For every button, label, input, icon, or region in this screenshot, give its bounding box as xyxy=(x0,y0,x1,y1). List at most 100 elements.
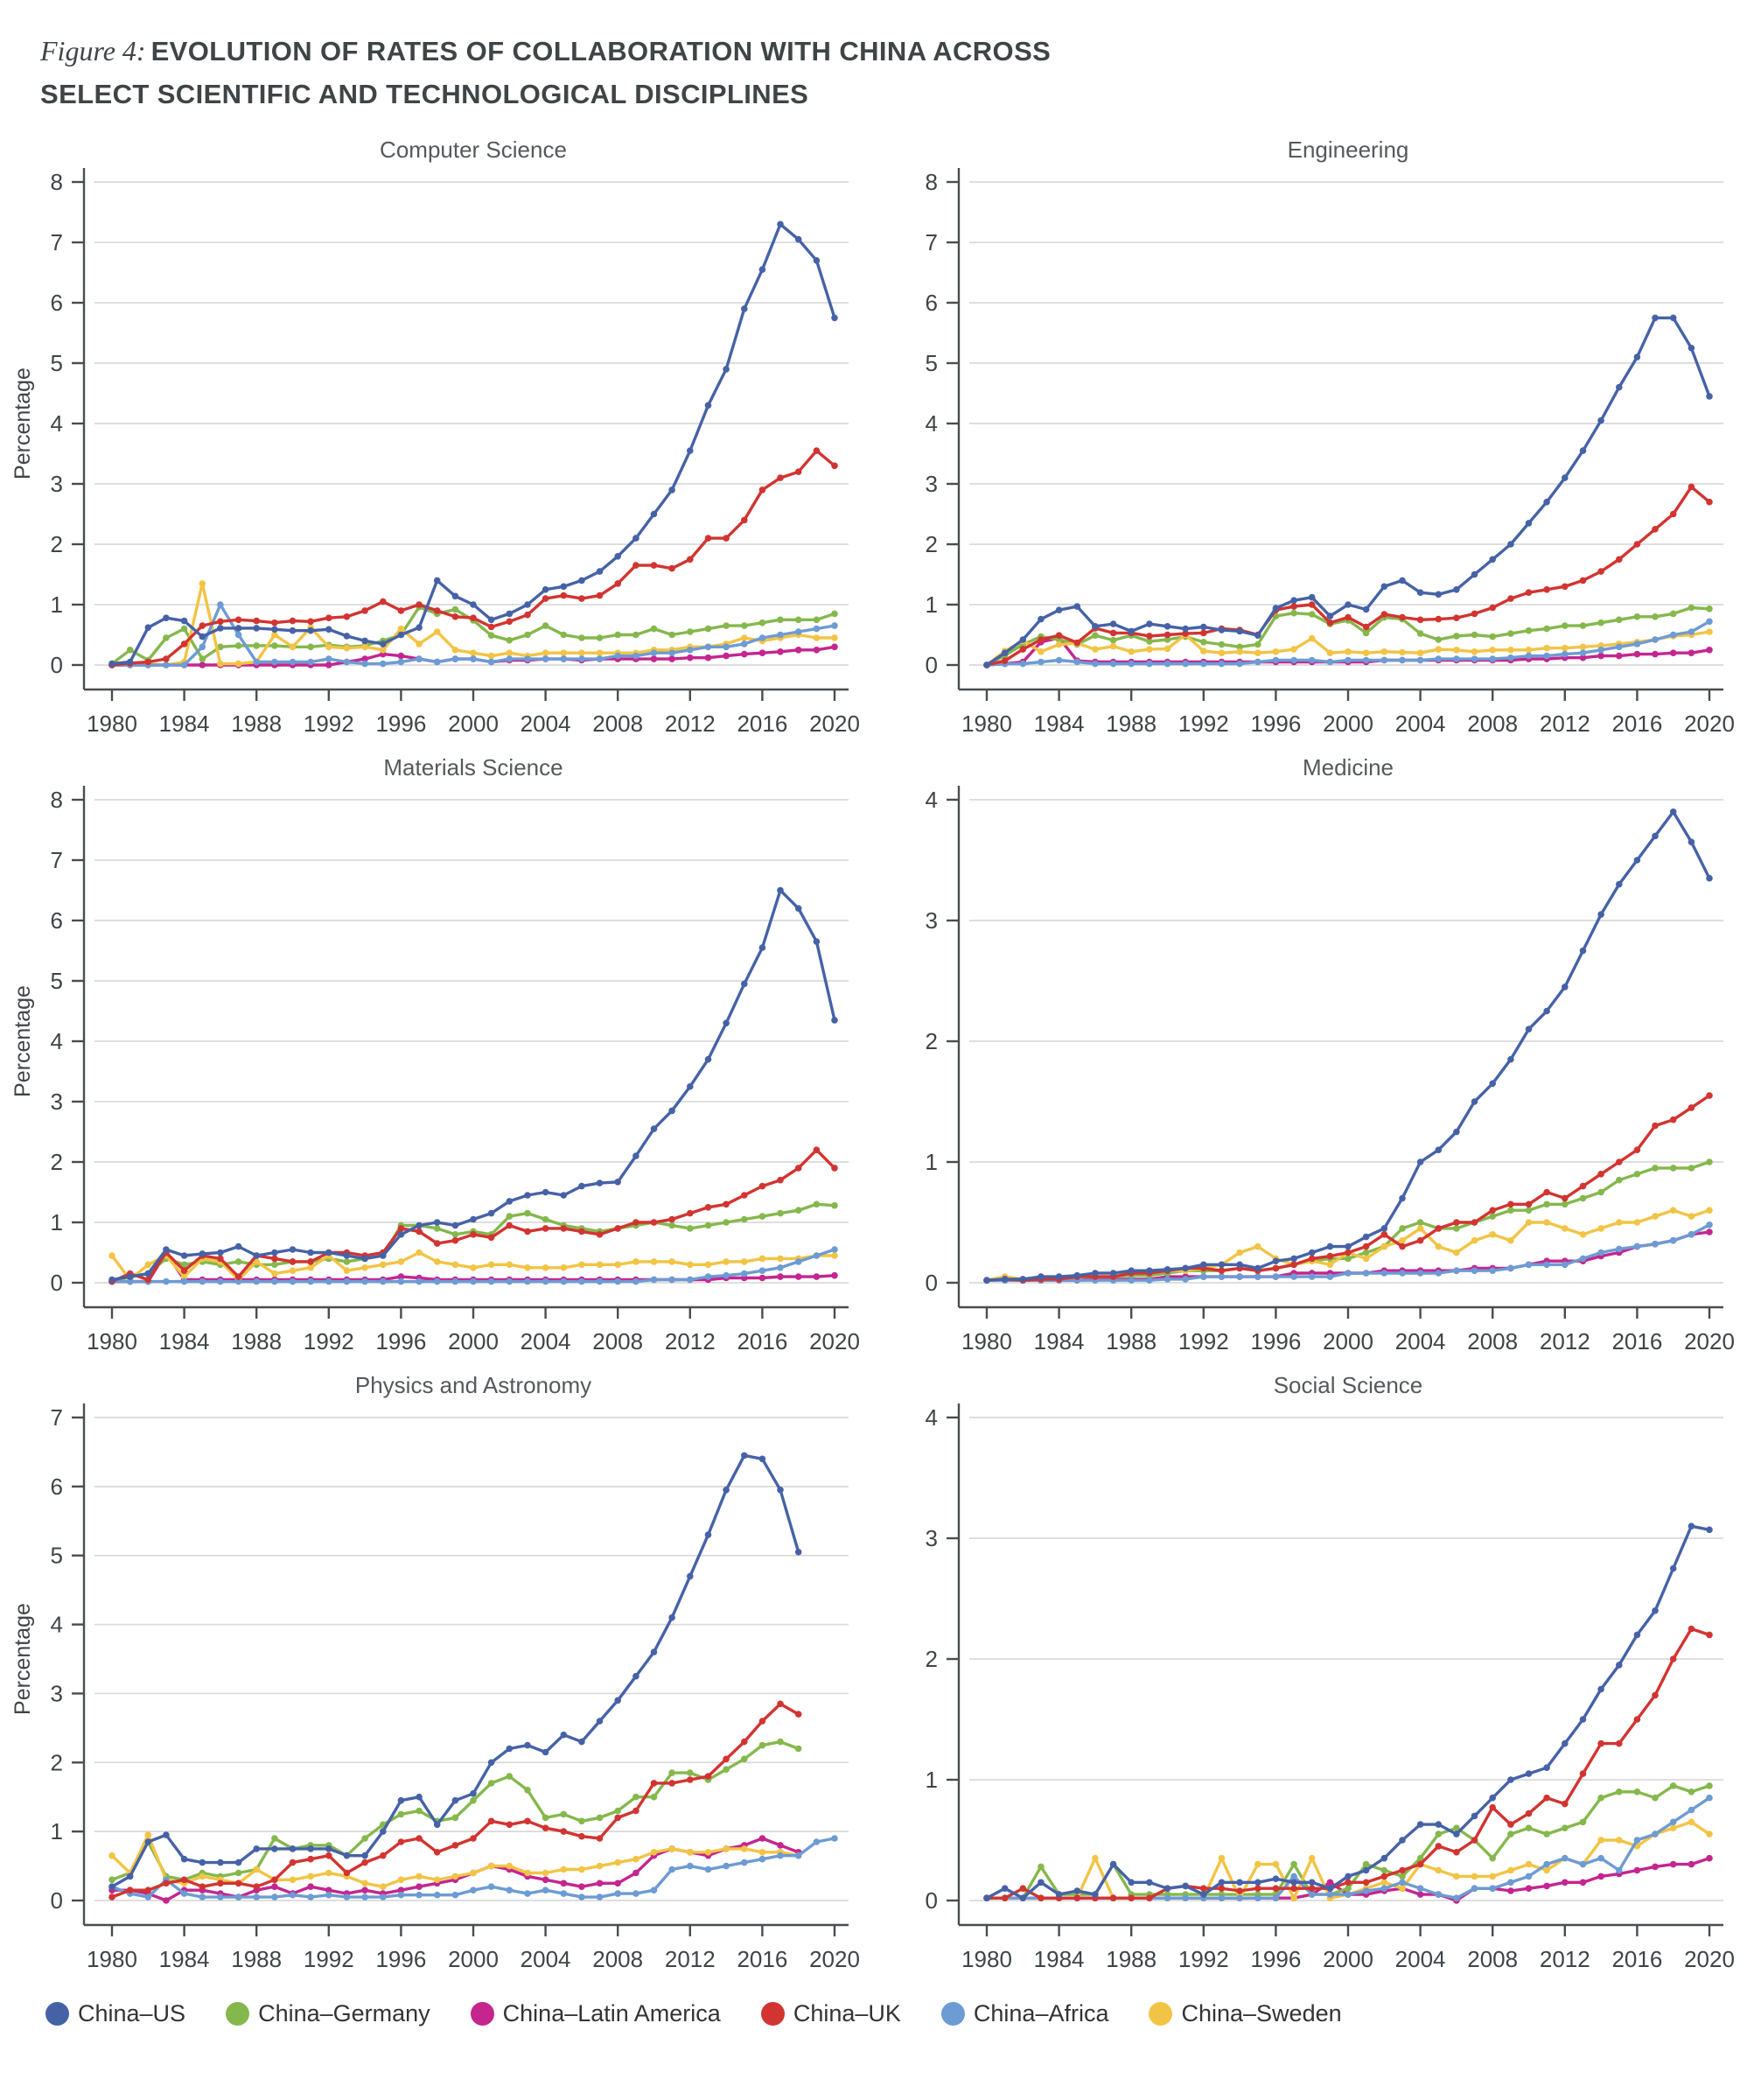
legend-label: China–UK xyxy=(793,1999,901,2026)
chart-computer-science: Computer Science Percentage 0 1 2 3 4 5 6 7 8 1980 1… xyxy=(7,128,871,742)
series-line xyxy=(110,1453,800,1888)
y-axis-label: Percentage xyxy=(10,1603,35,1715)
svg-text:2016: 2016 xyxy=(1611,710,1662,737)
svg-text:8: 8 xyxy=(51,169,63,195)
svg-text:1: 1 xyxy=(51,1209,63,1236)
figure-label: Figure 4: xyxy=(40,35,146,66)
svg-text:2000: 2000 xyxy=(448,1946,499,1972)
svg-text:5: 5 xyxy=(925,350,937,376)
svg-text:8: 8 xyxy=(925,169,937,195)
legend-color-dot xyxy=(1149,2001,1173,2026)
svg-text:5: 5 xyxy=(51,350,63,376)
svg-text:1992: 1992 xyxy=(304,1946,354,1972)
svg-text:2016: 2016 xyxy=(737,1946,787,1972)
chart-title: Medicine xyxy=(1302,754,1393,780)
svg-text:1996: 1996 xyxy=(375,710,426,737)
chart-engineering: Engineering 0 1 2 3 4 5 6 7 8 1980 1984 1988 1992 1996… xyxy=(882,128,1746,742)
chart-svg-0: Computer Science Percentage 0 1 2 3 4 5 6 7 8 1980 1… xyxy=(10,136,860,737)
series-line xyxy=(110,222,836,665)
series-line xyxy=(984,809,1711,1282)
svg-text:7: 7 xyxy=(51,229,63,256)
svg-text:2012: 2012 xyxy=(1539,1328,1590,1354)
svg-text:6: 6 xyxy=(925,290,937,316)
svg-text:1984: 1984 xyxy=(159,1328,210,1354)
series-line xyxy=(984,1159,1711,1282)
svg-text:2000: 2000 xyxy=(1323,710,1373,737)
legend-color-dot xyxy=(45,2001,69,2026)
svg-text:4: 4 xyxy=(51,1611,63,1637)
legend-item: China–UK xyxy=(760,1999,901,2027)
svg-text:3: 3 xyxy=(51,1680,63,1706)
svg-text:1992: 1992 xyxy=(304,1328,354,1354)
chart-svg-3: Medicine 0 1 2 3 4 1980 1984 1988 1992 1996 2000 200… xyxy=(925,754,1735,1354)
svg-text:3: 3 xyxy=(925,471,937,497)
svg-text:2012: 2012 xyxy=(665,710,716,737)
legend-color-dot xyxy=(470,2001,494,2026)
svg-text:7: 7 xyxy=(925,229,937,256)
legend-item: China–Germany xyxy=(226,2000,430,2027)
svg-text:2: 2 xyxy=(925,1028,937,1054)
legend-label: China–Sweden xyxy=(1181,1999,1342,2026)
svg-text:1: 1 xyxy=(51,1818,63,1844)
svg-text:2008: 2008 xyxy=(592,710,643,737)
svg-text:2000: 2000 xyxy=(448,1328,499,1354)
svg-text:7: 7 xyxy=(51,847,63,873)
svg-text:1988: 1988 xyxy=(231,1946,282,1972)
svg-text:2004: 2004 xyxy=(1394,1328,1445,1354)
svg-text:7: 7 xyxy=(51,1404,63,1431)
svg-text:1: 1 xyxy=(925,592,937,618)
chart-title: Computer Science xyxy=(380,136,567,163)
chart-social-science: Social Science 0 1 2 3 4 1980 1984 1988 1992 1996 2… xyxy=(882,1363,1746,1978)
svg-text:1984: 1984 xyxy=(159,1946,210,1972)
chart-legend: China–US China–Germany China–Latin America… xyxy=(0,1978,1754,2027)
chart-physics-astronomy: Physics and Astronomy Percentage 0 1 2 3 4 5 6 7 1… xyxy=(7,1363,871,1978)
svg-text:2004: 2004 xyxy=(1394,1946,1445,1972)
svg-text:2: 2 xyxy=(51,1149,63,1175)
svg-text:2000: 2000 xyxy=(1323,1328,1373,1354)
svg-text:1988: 1988 xyxy=(231,710,282,737)
chart-svg-5: Social Science 0 1 2 3 4 1980 1984 1988 1992 1996 2… xyxy=(925,1372,1734,1972)
svg-text:2004: 2004 xyxy=(521,1946,571,1972)
svg-text:0: 0 xyxy=(925,1887,937,1914)
svg-text:0: 0 xyxy=(51,652,63,678)
svg-text:2016: 2016 xyxy=(737,710,787,737)
chart-svg-2: Materials Science Percentage 0 1 2 3 4 5 6 7 8 1980… xyxy=(10,754,860,1354)
chart-title: Physics and Astronomy xyxy=(355,1372,591,1398)
svg-text:1980: 1980 xyxy=(87,710,137,737)
svg-text:1988: 1988 xyxy=(1106,710,1157,737)
svg-text:1980: 1980 xyxy=(87,1328,137,1354)
figure-title-text: EVOLUTION OF RATES OF COLLABORATION WITH… xyxy=(40,36,1052,109)
svg-text:2012: 2012 xyxy=(665,1946,716,1972)
svg-text:3: 3 xyxy=(51,1088,63,1115)
svg-text:2004: 2004 xyxy=(521,1328,571,1354)
svg-text:1980: 1980 xyxy=(961,1328,1012,1354)
legend-label: China–Africa xyxy=(973,1999,1109,2026)
svg-text:2020: 2020 xyxy=(1684,710,1735,737)
legend-item: China–Latin America xyxy=(470,2000,721,2027)
legend-item: China–Sweden xyxy=(1149,1999,1342,2027)
svg-text:0: 0 xyxy=(51,1887,63,1914)
svg-text:2020: 2020 xyxy=(809,1328,860,1354)
svg-text:1: 1 xyxy=(925,1149,937,1175)
svg-text:1996: 1996 xyxy=(375,1328,426,1354)
svg-text:1996: 1996 xyxy=(1250,1946,1301,1972)
svg-text:0: 0 xyxy=(925,1270,937,1296)
legend-item: China–Africa xyxy=(940,1999,1109,2027)
chart-title: Social Science xyxy=(1273,1372,1422,1398)
svg-text:2016: 2016 xyxy=(1611,1946,1662,1972)
legend-item: China–US xyxy=(45,2000,185,2027)
legend-label: China–Germany xyxy=(258,1999,430,2026)
figure-title: Figure 4: EVOLUTION OF RATES OF COLLABORA… xyxy=(0,0,1090,121)
svg-text:1992: 1992 xyxy=(1177,710,1228,737)
svg-text:2: 2 xyxy=(925,1646,937,1672)
chart-svg-4: Physics and Astronomy Percentage 0 1 2 3 4 5 6 7 1… xyxy=(10,1372,860,1972)
svg-text:2012: 2012 xyxy=(665,1328,716,1354)
svg-text:1996: 1996 xyxy=(375,1946,426,1972)
svg-text:2: 2 xyxy=(51,531,63,557)
series-line xyxy=(984,316,1711,667)
svg-text:1: 1 xyxy=(925,1767,937,1793)
svg-text:2000: 2000 xyxy=(1323,1946,1373,1972)
svg-text:1984: 1984 xyxy=(159,710,210,737)
svg-text:1980: 1980 xyxy=(961,1946,1012,1972)
svg-text:2020: 2020 xyxy=(1684,1328,1735,1354)
